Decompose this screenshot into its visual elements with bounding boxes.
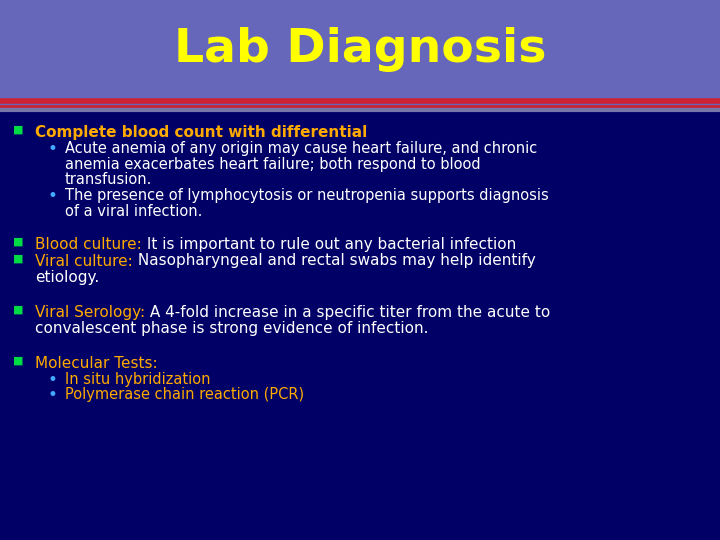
Text: Molecular Tests:: Molecular Tests: [35, 355, 158, 370]
Text: •: • [47, 387, 57, 404]
Text: transfusion.: transfusion. [65, 172, 153, 187]
Text: A 4-fold increase in a specific titer from the acute to: A 4-fold increase in a specific titer fr… [145, 305, 550, 320]
Text: etiology.: etiology. [35, 270, 99, 285]
Text: ■: ■ [13, 237, 23, 247]
Text: ■: ■ [13, 305, 23, 314]
Text: Viral Serology:: Viral Serology: [35, 305, 145, 320]
Text: Viral culture:: Viral culture: [35, 253, 132, 268]
Text: ■: ■ [13, 355, 23, 366]
Text: anemia exacerbates heart failure; both respond to blood: anemia exacerbates heart failure; both r… [65, 157, 481, 172]
Text: In situ hybridization: In situ hybridization [65, 372, 210, 387]
Text: of a viral infection.: of a viral infection. [65, 204, 202, 219]
Text: ■: ■ [13, 125, 23, 135]
Text: Nasopharyngeal and rectal swabs may help identify: Nasopharyngeal and rectal swabs may help… [132, 253, 536, 268]
Text: ■: ■ [13, 253, 23, 264]
Text: Blood culture:: Blood culture: [35, 237, 142, 252]
Text: Lab Diagnosis: Lab Diagnosis [174, 27, 546, 72]
Text: Complete blood count with differential: Complete blood count with differential [35, 125, 367, 140]
Text: Polymerase chain reaction (PCR): Polymerase chain reaction (PCR) [65, 388, 304, 402]
Text: The presence of lymphocytosis or neutropenia supports diagnosis: The presence of lymphocytosis or neutrop… [65, 188, 549, 203]
Text: It is important to rule out any bacterial infection: It is important to rule out any bacteria… [142, 237, 516, 252]
Bar [0, 111, 720, 540]
Text: Acute anemia of any origin may cause heart failure, and chronic: Acute anemia of any origin may cause hea… [65, 141, 537, 157]
Text: •: • [47, 371, 57, 389]
Text: •: • [47, 140, 57, 159]
Text: convalescent phase is strong evidence of infection.: convalescent phase is strong evidence of… [35, 321, 428, 336]
Text: •: • [47, 187, 57, 205]
